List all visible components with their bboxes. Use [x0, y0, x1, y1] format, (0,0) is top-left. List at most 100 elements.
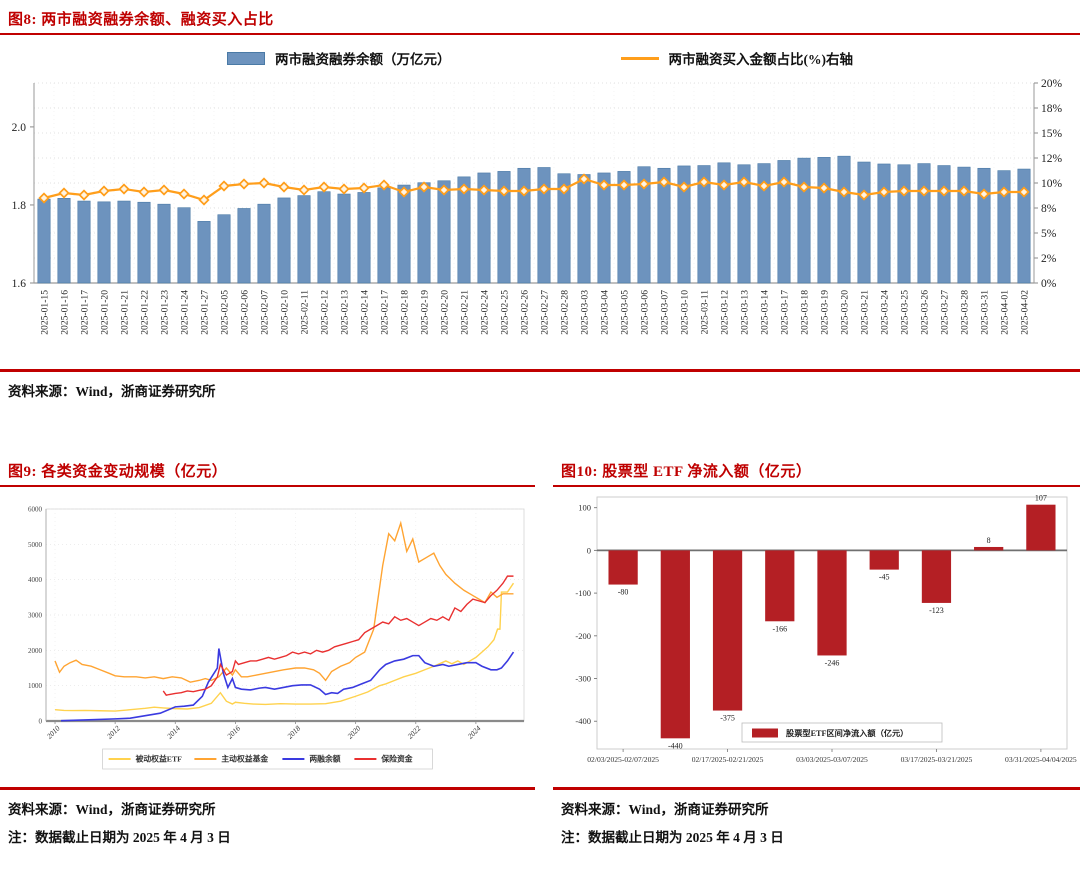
svg-text:2025-03-25: 2025-03-25	[900, 290, 911, 335]
svg-text:8%: 8%	[1041, 203, 1057, 215]
legend-item-balance: 两市融资融券余额（万亿元）	[227, 48, 451, 68]
svg-text:2025-02-06: 2025-02-06	[240, 290, 251, 335]
svg-text:15%: 15%	[1041, 128, 1063, 140]
svg-text:2025-04-02: 2025-04-02	[1020, 290, 1031, 335]
svg-text:-123: -123	[929, 606, 944, 615]
figure9-section: 图9: 各类资金变动规模（亿元） 0 1000 2000 3000 4000 5000 60…	[0, 452, 535, 848]
figure9-title-rule	[0, 485, 535, 487]
svg-text:-100: -100	[575, 588, 591, 598]
figure10-source: 资料来源：Wind，浙商证券研究所	[561, 802, 769, 817]
svg-text:2025-01-20: 2025-01-20	[100, 290, 111, 335]
svg-text:2025-02-17: 2025-02-17	[380, 290, 391, 335]
svg-text:2025-03-07: 2025-03-07	[660, 290, 671, 335]
figure10-section: 图10: 股票型 ETF 净流入额（亿元） 100 0 -100 -200 -300 -4…	[553, 452, 1080, 848]
svg-text:107: 107	[1035, 494, 1047, 503]
svg-text:2025-02-13: 2025-02-13	[340, 290, 351, 335]
legend-item-ratio: 两市融资买入金额占比(%)右轴	[620, 48, 854, 68]
svg-text:2025-02-21: 2025-02-21	[460, 290, 471, 335]
svg-text:2025-02-18: 2025-02-18	[400, 290, 411, 335]
margin-balance-chart: 0% 2% 5% 8% 10% 12% 15% 18% 20% 1.6 1.8 2.0 2025-01-…	[12, 78, 1063, 335]
figure8-section: 图8: 两市融资融券余额、融资买入占比 两市融资融券余额（万亿元） 两市融资买入…	[0, 0, 1080, 402]
etf-netflow-chart: 100 0 -100 -200 -300 -400 -80 -440 -375 -166 -246 -…	[575, 494, 1077, 764]
svg-text:2025-02-20: 2025-02-20	[440, 290, 451, 335]
svg-text:2025-03-18: 2025-03-18	[800, 290, 811, 335]
svg-text:2025-02-14: 2025-02-14	[360, 290, 371, 335]
svg-text:-45: -45	[879, 573, 890, 582]
svg-text:2025-01-23: 2025-01-23	[160, 290, 171, 335]
svg-text:1000: 1000	[28, 682, 43, 690]
svg-text:2025-03-27: 2025-03-27	[940, 290, 951, 335]
svg-text:2025-03-11: 2025-03-11	[700, 290, 711, 335]
svg-text:0: 0	[39, 718, 43, 726]
svg-text:2025-03-21: 2025-03-21	[860, 290, 871, 335]
figure8-legend: 两市融资融券余额（万亿元） 两市融资买入金额占比(%)右轴	[0, 47, 1080, 69]
figure8-bottom-rule	[0, 369, 1080, 372]
svg-text:2025-03-17: 2025-03-17	[780, 290, 791, 335]
svg-text:2025-02-19: 2025-02-19	[420, 290, 431, 335]
svg-text:2025-03-14: 2025-03-14	[760, 290, 771, 335]
svg-text:2025-01-15: 2025-01-15	[40, 290, 51, 335]
svg-text:2025-01-16: 2025-01-16	[60, 290, 71, 335]
svg-text:股票型ETF区间净流入额（亿元）: 股票型ETF区间净流入额（亿元）	[786, 728, 908, 738]
svg-text:-400: -400	[575, 716, 591, 726]
bottom-figures-row: 图9: 各类资金变动规模（亿元） 0 1000 2000 3000 4000 5000 60…	[0, 452, 1080, 848]
legend-ratio-label: 两市融资买入金额占比(%)右轴	[668, 52, 854, 67]
svg-text:2025-03-03: 2025-03-03	[580, 290, 591, 335]
svg-text:1.6: 1.6	[12, 278, 27, 290]
svg-text:2025-02-11: 2025-02-11	[300, 290, 311, 335]
svg-text:两融余额: 两融余额	[309, 754, 340, 764]
legend-balance-label: 两市融资融券余额（万亿元）	[275, 52, 451, 67]
svg-text:2012: 2012	[105, 724, 122, 741]
svg-text:2025-03-20: 2025-03-20	[840, 290, 851, 335]
svg-text:2025-04-01: 2025-04-01	[1000, 290, 1011, 335]
svg-text:03/31/2025-04/04/2025: 03/31/2025-04/04/2025	[1005, 755, 1077, 764]
figure9-note: 注：数据截止日期为 2025 年 4 月 3 日	[8, 830, 231, 845]
svg-text:2020: 2020	[345, 724, 362, 741]
svg-text:保险资金: 保险资金	[380, 754, 412, 764]
svg-text:2025-03-28: 2025-03-28	[960, 290, 971, 335]
svg-text:2025-01-22: 2025-01-22	[140, 290, 151, 335]
svg-text:2025-03-12: 2025-03-12	[720, 290, 731, 335]
svg-text:1.8: 1.8	[12, 200, 27, 212]
svg-text:-246: -246	[825, 658, 840, 667]
svg-text:0: 0	[587, 545, 591, 555]
svg-text:10%: 10%	[1041, 178, 1063, 190]
svg-text:2000: 2000	[28, 647, 43, 655]
svg-text:2.0: 2.0	[12, 122, 27, 134]
svg-text:-80: -80	[618, 588, 629, 597]
svg-text:2025-03-19: 2025-03-19	[820, 290, 831, 335]
svg-text:4000: 4000	[28, 576, 43, 584]
svg-text:2025-03-10: 2025-03-10	[680, 290, 691, 335]
svg-text:2025-02-10: 2025-02-10	[280, 290, 291, 335]
figure9-source: 资料来源：Wind，浙商证券研究所	[8, 802, 216, 817]
svg-text:2022: 2022	[406, 724, 423, 741]
svg-text:2010: 2010	[45, 724, 62, 741]
svg-text:2025-03-13: 2025-03-13	[740, 290, 751, 335]
figure8-source: 资料来源：Wind，浙商证券研究所	[8, 384, 216, 399]
svg-text:2016: 2016	[225, 724, 242, 741]
svg-text:2025-03-24: 2025-03-24	[880, 290, 891, 335]
svg-text:2025-02-05: 2025-02-05	[220, 290, 231, 335]
svg-text:2025-01-24: 2025-01-24	[180, 290, 191, 335]
balance-bar-swatch	[227, 51, 265, 65]
figure10-note: 注：数据截止日期为 2025 年 4 月 3 日	[561, 830, 784, 845]
svg-text:2025-02-26: 2025-02-26	[520, 290, 531, 335]
figure10-title: 图10: 股票型 ETF 净流入额（亿元）	[561, 464, 812, 480]
svg-text:-166: -166	[772, 624, 787, 633]
svg-text:2025-01-17: 2025-01-17	[80, 290, 91, 335]
svg-text:03/17/2025-03/21/2025: 03/17/2025-03/21/2025	[901, 755, 973, 764]
svg-text:2024: 2024	[466, 724, 483, 741]
svg-text:2025-02-24: 2025-02-24	[480, 290, 491, 335]
svg-text:2%: 2%	[1041, 253, 1057, 265]
svg-text:2025-02-25: 2025-02-25	[500, 290, 511, 335]
svg-text:2018: 2018	[285, 724, 302, 741]
svg-text:2025-01-27: 2025-01-27	[200, 290, 211, 335]
figure10-bottom-rule	[553, 787, 1080, 790]
svg-text:被动权益ETF: 被动权益ETF	[135, 754, 183, 764]
svg-text:-200: -200	[575, 631, 591, 641]
svg-text:主动权益基金: 主动权益基金	[221, 754, 268, 764]
svg-text:-300: -300	[575, 674, 591, 684]
svg-text:2014: 2014	[165, 724, 182, 741]
svg-text:6000: 6000	[28, 506, 43, 514]
